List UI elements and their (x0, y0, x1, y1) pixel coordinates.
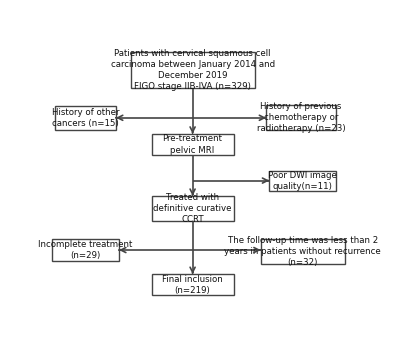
Text: Poor DWI image
quality(n=11): Poor DWI image quality(n=11) (268, 170, 337, 191)
FancyBboxPatch shape (152, 274, 234, 296)
FancyBboxPatch shape (152, 134, 234, 155)
Text: History of other
cancers (n=15): History of other cancers (n=15) (52, 108, 120, 128)
FancyBboxPatch shape (56, 106, 116, 130)
FancyBboxPatch shape (269, 171, 336, 191)
FancyBboxPatch shape (52, 239, 119, 261)
Text: Incomplete treatment
(n=29): Incomplete treatment (n=29) (38, 240, 133, 260)
Text: Pre-treatment
pelvic MRI: Pre-treatment pelvic MRI (162, 134, 222, 154)
Text: Patients with cervical squamous cell
carcinoma between January 2014 and
December: Patients with cervical squamous cell car… (110, 49, 275, 91)
Text: History of previous
chemotherapy or
radiotherapy (n=23): History of previous chemotherapy or radi… (257, 102, 346, 133)
FancyBboxPatch shape (131, 52, 255, 88)
FancyBboxPatch shape (152, 196, 234, 221)
FancyBboxPatch shape (261, 239, 344, 264)
FancyBboxPatch shape (266, 105, 336, 130)
Text: Treated with
definitive curative
CCRT: Treated with definitive curative CCRT (153, 193, 232, 224)
Text: The follow-up time was less than 2
years in patients without recurrence
(n=32): The follow-up time was less than 2 years… (224, 236, 381, 267)
Text: Final inclusion
(n=219): Final inclusion (n=219) (162, 275, 223, 295)
